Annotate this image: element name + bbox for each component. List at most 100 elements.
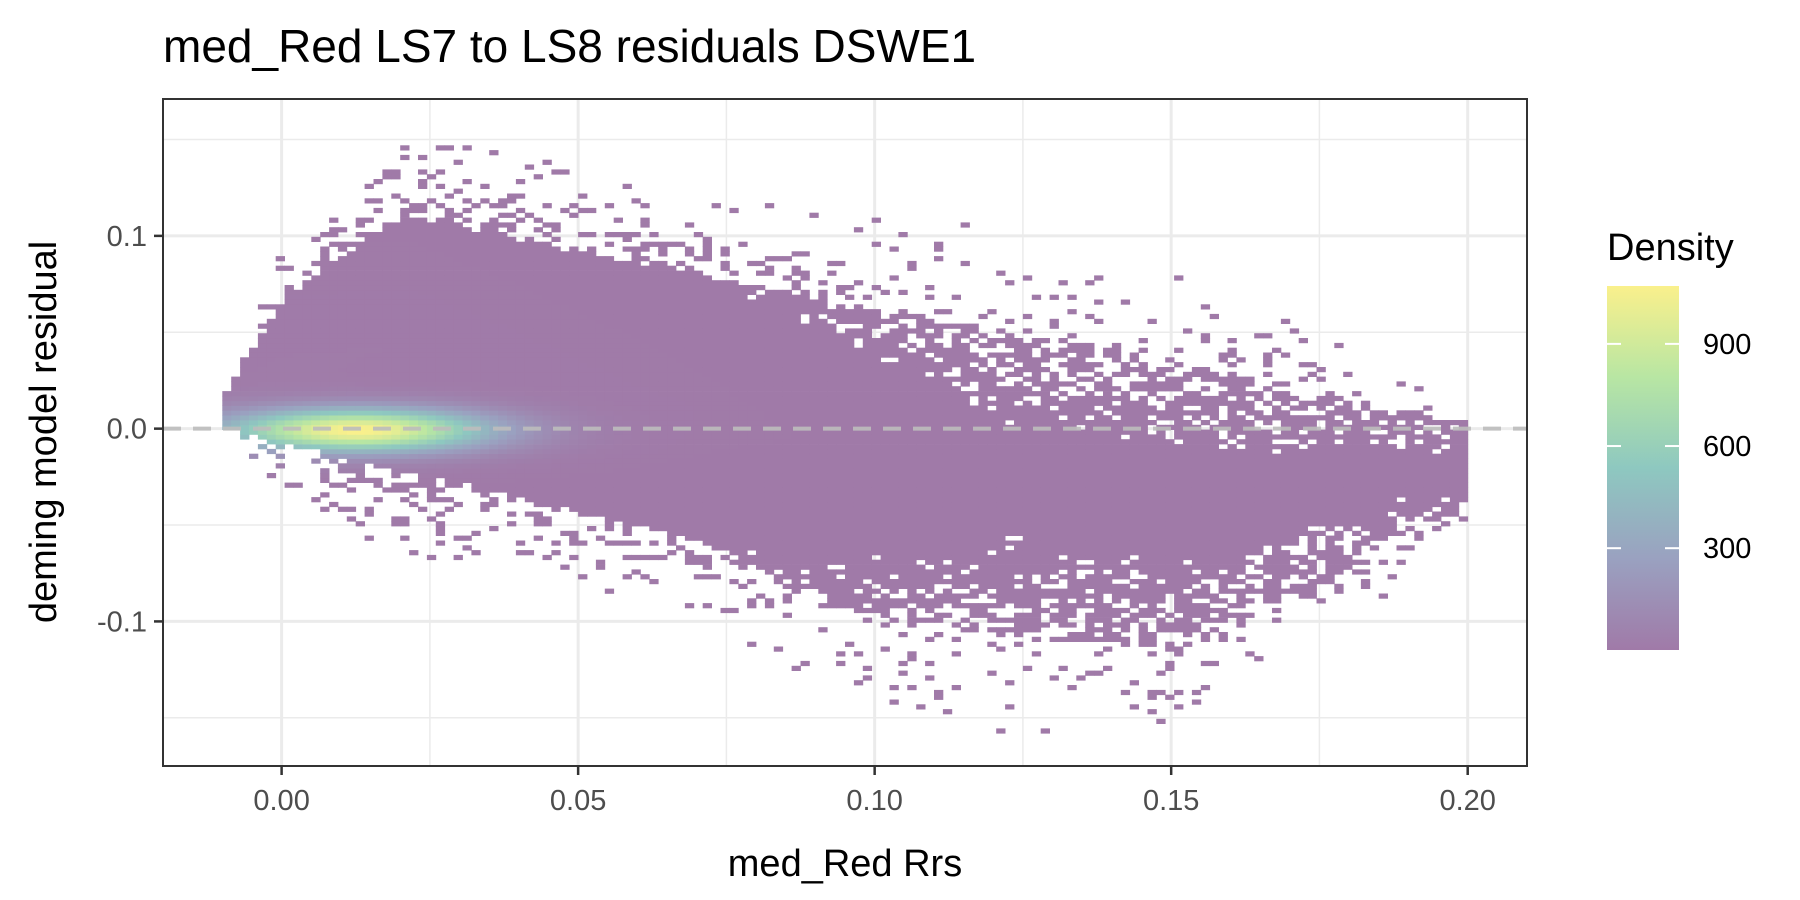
density-bin <box>800 530 810 536</box>
density-bin <box>329 275 339 281</box>
density-bin <box>996 550 1006 556</box>
density-bin <box>871 285 881 291</box>
density-bin <box>747 497 757 503</box>
density-bin <box>489 232 499 238</box>
density-bin <box>515 299 526 305</box>
density-bin <box>524 362 535 368</box>
density-bin <box>595 376 606 382</box>
density-bin <box>498 270 508 276</box>
density-bin <box>507 347 517 353</box>
density-bin <box>551 236 561 242</box>
density-bin <box>435 333 446 339</box>
density-bin <box>960 328 970 334</box>
density-bin <box>489 285 499 291</box>
density-bin <box>337 362 348 368</box>
density-bin <box>524 285 535 291</box>
density-bin <box>916 530 926 536</box>
density-bin <box>364 400 374 406</box>
density-bin <box>595 299 606 305</box>
density-bin <box>498 203 508 209</box>
density-bin <box>747 415 757 421</box>
density-bin <box>222 415 232 421</box>
density-bin <box>969 492 979 498</box>
density-bin <box>818 323 828 329</box>
density-bin <box>524 429 535 435</box>
density-bin <box>702 410 712 416</box>
density-bin <box>951 685 961 691</box>
density-bin <box>942 564 953 570</box>
density-bin <box>889 371 899 377</box>
density-bin <box>996 583 1006 589</box>
density-bin <box>667 299 677 305</box>
density-bin <box>889 564 899 570</box>
density-bin <box>871 545 881 551</box>
density-bin <box>898 473 908 479</box>
density-bin <box>480 333 490 339</box>
density-bin <box>764 299 775 305</box>
density-bin <box>569 352 579 358</box>
density-bin <box>756 309 766 315</box>
density-bin <box>658 506 668 512</box>
density-bin <box>773 530 784 536</box>
density-bin <box>337 381 348 387</box>
density-bin <box>631 497 641 503</box>
density-bin <box>942 357 953 363</box>
density-bin <box>756 352 766 358</box>
density-bin <box>907 400 917 406</box>
density-bin <box>1005 680 1015 686</box>
density-bin <box>1005 318 1015 324</box>
density-bin <box>960 627 970 633</box>
density-bin <box>578 506 588 512</box>
density-bin <box>925 545 935 551</box>
density-bin <box>640 241 650 247</box>
density-bin <box>373 444 383 450</box>
density-bin <box>373 241 383 247</box>
density-bin <box>658 285 668 291</box>
density-bin <box>862 583 873 589</box>
density-bin <box>275 342 285 349</box>
density-bin <box>507 444 517 450</box>
density-bin <box>622 410 632 416</box>
density-bin <box>773 477 784 483</box>
density-bin <box>498 453 508 459</box>
density-bin <box>329 400 339 406</box>
density-bin <box>426 251 437 257</box>
density-bin <box>987 526 997 532</box>
density-bin <box>862 415 873 421</box>
density-bin <box>551 260 561 267</box>
density-bin <box>800 521 810 527</box>
density-bin <box>293 405 303 411</box>
density-bin <box>764 530 775 536</box>
density-bin <box>222 400 232 406</box>
density-bin <box>453 352 463 358</box>
density-bin <box>782 420 792 426</box>
density-bin <box>426 222 437 228</box>
density-bin <box>382 227 392 233</box>
density-bin <box>480 198 490 204</box>
density-bin <box>747 333 757 339</box>
density-bin <box>435 434 446 440</box>
density-bin <box>311 338 321 344</box>
density-bin <box>391 434 401 440</box>
density-bin <box>925 342 935 349</box>
density-bin <box>916 439 926 445</box>
density-bin <box>960 506 970 512</box>
density-bin <box>622 309 632 315</box>
density-bin <box>631 487 641 493</box>
density-bin <box>925 559 935 565</box>
density-bin <box>462 439 472 445</box>
density-bin <box>222 410 232 416</box>
density-bin <box>613 232 623 238</box>
density-bin <box>676 415 686 421</box>
density-bin <box>951 530 961 536</box>
density-bin <box>871 511 881 517</box>
density-bin <box>791 482 801 488</box>
density-bin <box>355 400 365 406</box>
density-bin <box>889 588 899 594</box>
density-bin <box>934 477 944 483</box>
density-bin <box>764 391 775 397</box>
density-bin <box>898 526 908 532</box>
density-bin <box>738 448 748 455</box>
density-bin <box>311 458 321 464</box>
density-bin <box>800 371 810 377</box>
